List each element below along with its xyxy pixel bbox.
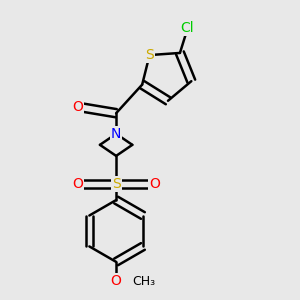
Text: N: N	[111, 127, 121, 141]
Text: O: O	[72, 100, 83, 114]
Text: O: O	[149, 177, 160, 191]
Text: S: S	[112, 177, 121, 191]
Text: O: O	[111, 274, 122, 288]
Text: Cl: Cl	[181, 21, 194, 35]
Text: S: S	[145, 48, 154, 62]
Text: O: O	[72, 177, 83, 191]
Text: CH₃: CH₃	[132, 274, 155, 287]
